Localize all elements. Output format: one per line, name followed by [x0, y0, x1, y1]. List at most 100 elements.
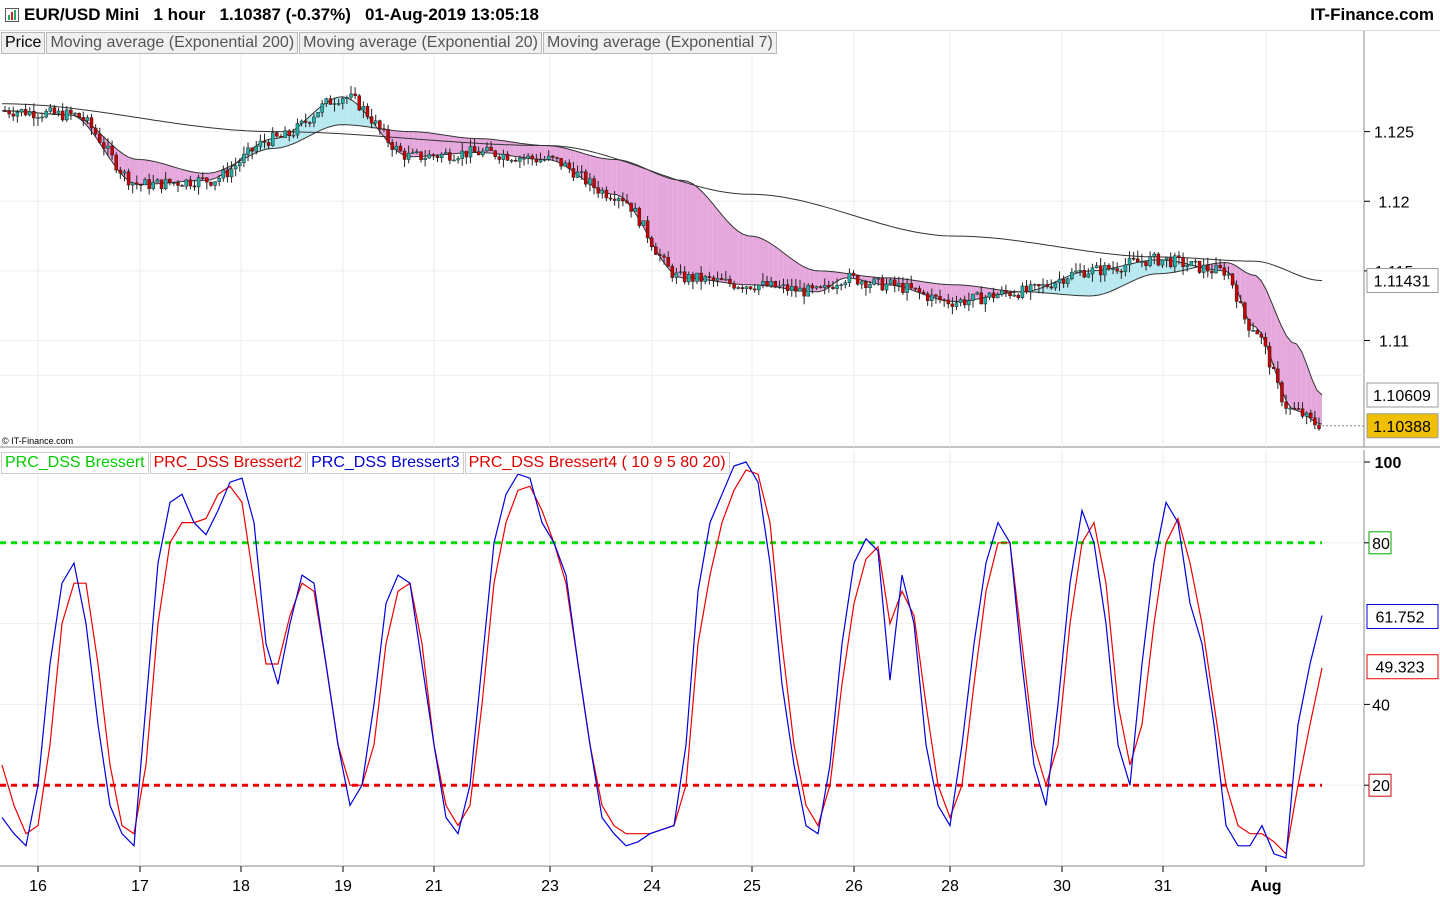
candle-body: [242, 153, 246, 163]
ema-band-segment: [189, 171, 195, 181]
candle-body: [341, 98, 345, 104]
ema-band-segment: [773, 245, 779, 288]
candle-body: [501, 153, 506, 160]
ema-band-segment: [1093, 270, 1099, 296]
ema-band-segment: [783, 253, 789, 289]
candle-body: [588, 178, 592, 185]
candle-body: [497, 156, 502, 160]
candle-body: [822, 284, 827, 288]
candle-body: [1288, 407, 1292, 410]
ema-band-segment: [418, 131, 424, 157]
candle-body: [719, 278, 724, 281]
ema-band-segment: [1134, 261, 1140, 281]
legend-dss1[interactable]: PRC_DSS Bressert: [1, 452, 149, 474]
candle-body: [892, 279, 897, 286]
candle-body: [670, 266, 675, 278]
candle-body: [995, 294, 1000, 299]
candle-body: [1008, 292, 1012, 297]
ema-band-segment: [134, 159, 140, 185]
candle-body: [802, 287, 806, 297]
dss-fast-value-label: 61.752: [1376, 610, 1425, 627]
candle-body: [633, 207, 637, 212]
candle-body: [757, 284, 761, 291]
candle-body: [1119, 270, 1124, 273]
x-tick-label: 18: [232, 878, 250, 895]
x-tick-label: 19: [334, 878, 352, 895]
ema-band-segment: [961, 285, 967, 302]
candle-body: [1028, 284, 1033, 292]
ema-band-segment: [819, 270, 825, 292]
candle-body: [52, 107, 57, 114]
legend-dss3[interactable]: PRC_DSS Bressert3: [307, 452, 464, 474]
candle-body: [835, 285, 839, 289]
legend-ema200[interactable]: Moving average (Exponential 200): [46, 32, 299, 54]
candle-body: [855, 275, 860, 285]
candle-body: [159, 179, 164, 190]
ema-band-segment: [438, 134, 444, 156]
legend-ema20[interactable]: Moving average (Exponential 20): [299, 32, 542, 54]
candle-body: [934, 294, 938, 297]
candle-body: [954, 302, 959, 307]
x-tick-label: 25: [743, 878, 761, 895]
candle-body: [674, 272, 679, 278]
x-tick-label: 31: [1154, 878, 1172, 895]
price-tick-label: 1.125: [1374, 125, 1414, 142]
candle-body: [559, 158, 563, 167]
candle-body: [3, 110, 7, 112]
candle-body: [1300, 408, 1305, 417]
candle-body: [925, 293, 930, 301]
ema-band-segment: [1306, 364, 1312, 420]
candle-body: [678, 271, 683, 274]
candle-body: [851, 272, 856, 276]
candle-body: [135, 182, 139, 185]
candle-body: [905, 283, 909, 293]
candle-body: [608, 197, 613, 200]
candle-body: [604, 189, 609, 199]
ema-band-segment: [276, 137, 282, 149]
candle-body: [233, 165, 238, 170]
candle-body: [481, 150, 485, 156]
x-tick-label: 23: [541, 878, 559, 895]
ema-band-segment: [956, 284, 962, 302]
ema-band-segment: [611, 159, 617, 195]
candle-body: [328, 98, 333, 105]
ema-band-segment: [656, 173, 662, 260]
candle-body: [736, 287, 740, 289]
legend-dss2[interactable]: PRC_DSS Bressert2: [149, 452, 307, 474]
candle-body: [27, 110, 32, 116]
ema-band-segment: [707, 197, 713, 281]
candle-body: [1238, 301, 1243, 304]
ema-band-segment: [306, 114, 312, 138]
candle-body: [703, 276, 708, 282]
ema-band-segment: [677, 180, 683, 278]
candle-body: [1140, 261, 1144, 263]
candle-body: [913, 287, 918, 290]
ema-band-segment: [667, 177, 673, 273]
legend-ema7[interactable]: Moving average (Exponential 7): [542, 32, 777, 54]
candle-body: [303, 120, 308, 123]
ema-band-segment: [794, 260, 800, 291]
ema-band-segment: [352, 100, 358, 126]
candle-body: [48, 107, 53, 112]
candle-body: [658, 254, 662, 256]
ema-band-segment: [535, 145, 541, 160]
candle-body: [707, 276, 712, 278]
candle-body: [1098, 265, 1103, 276]
ema-band-segment: [596, 156, 602, 191]
candle-body: [1276, 368, 1280, 383]
ema-band-segment: [733, 227, 739, 285]
candle-body: [246, 147, 250, 155]
candle-body: [649, 237, 654, 248]
legend-price[interactable]: Price: [1, 32, 46, 54]
candle-body: [398, 145, 403, 152]
ema-band-segment: [697, 187, 703, 280]
candle-body: [406, 152, 411, 160]
legend-dss4[interactable]: PRC_DSS Bressert4 ( 10 9 5 80 20): [464, 452, 730, 474]
candle-body: [1065, 278, 1070, 284]
candle-body: [814, 286, 819, 289]
candle-body: [439, 153, 444, 158]
candle-body: [612, 198, 617, 201]
candle-body: [748, 286, 753, 290]
ema-band-segment: [1261, 280, 1267, 345]
candle-body: [254, 146, 259, 152]
